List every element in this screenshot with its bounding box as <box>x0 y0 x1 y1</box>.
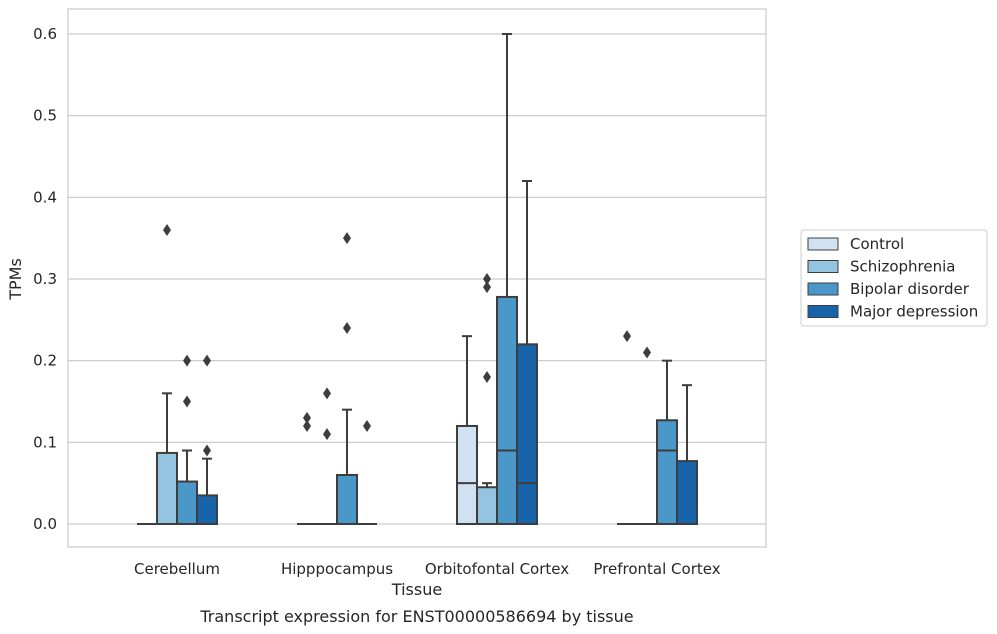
y-axis-title: TPMs <box>6 258 25 301</box>
box-group <box>317 387 337 525</box>
outlier-point <box>183 395 191 408</box>
box-group <box>637 346 657 525</box>
legend-swatch <box>807 305 839 318</box>
outlier-point <box>363 419 371 432</box>
outlier-point <box>623 330 631 343</box>
y-tick-label: 0.2 <box>33 352 57 370</box>
box-group <box>516 179 538 525</box>
box-body <box>176 480 198 525</box>
box-group <box>176 354 198 525</box>
plot-frame <box>67 8 767 548</box>
box-group <box>476 272 498 526</box>
y-tick-label: 0.4 <box>33 188 57 206</box>
box-group <box>196 354 218 525</box>
x-tick-label: Prefrontal Cortex <box>593 560 720 578</box>
outlier-point <box>203 444 211 457</box>
box-body <box>196 494 218 525</box>
box-group <box>617 330 637 525</box>
x-tick-label: Hipppocampus <box>281 560 393 578</box>
outlier-point <box>483 281 491 294</box>
box-group <box>676 384 698 526</box>
outlier-point <box>343 321 351 334</box>
legend-swatch <box>807 260 839 273</box>
legend: Control Schizophrenia Bipolar disorder Majo… <box>800 229 988 327</box>
box-body <box>676 460 698 526</box>
box-body <box>476 486 498 526</box>
y-tick-labels: 0.0 0.1 0.2 0.3 0.4 0.5 0.6 <box>33 25 57 533</box>
box-body <box>336 473 358 525</box>
legend-label: Bipolar disorder <box>850 280 970 298</box>
outlier-point <box>303 411 311 424</box>
box-group <box>496 32 518 525</box>
outlier-point <box>643 346 651 359</box>
box-body <box>156 451 178 526</box>
chart-caption: Transcript expression for ENST0000058669… <box>199 607 633 626</box>
legend-label: Major depression <box>850 303 978 321</box>
legend-frame <box>800 229 988 327</box>
y-tick-label: 0.5 <box>33 107 57 125</box>
box-group <box>336 232 358 525</box>
box-group <box>156 223 178 526</box>
legend-swatch <box>807 237 839 251</box>
box-body <box>656 419 678 526</box>
box-body <box>516 343 538 525</box>
box-group <box>456 335 478 525</box>
x-tick-label: Orbitofontal Cortex <box>425 560 569 578</box>
legend-label: Schizophrenia <box>850 258 955 276</box>
box-group <box>656 359 678 526</box>
x-axis-title: Tissue <box>391 580 442 599</box>
x-tick-labels: Cerebellum Hipppocampus Orbitofontal Corte… <box>134 560 721 578</box>
y-tick-label: 0.1 <box>33 433 57 451</box>
box-body <box>456 424 478 525</box>
outlier-point <box>323 387 331 400</box>
y-tick-label: 0.0 <box>33 515 57 533</box>
outlier-point <box>483 370 491 383</box>
outlier-point <box>303 419 311 432</box>
box-group <box>297 411 317 525</box>
outlier-point <box>203 354 211 367</box>
box-body <box>496 295 518 525</box>
y-tick-label: 0.6 <box>33 25 57 43</box>
outlier-point <box>163 223 171 236</box>
box-plot-area <box>137 32 698 526</box>
legend-swatch <box>807 282 839 296</box>
box-group <box>357 419 377 525</box>
outlier-point <box>323 428 331 441</box>
x-tick-label: Cerebellum <box>134 560 220 578</box>
outlier-point <box>483 272 491 285</box>
outlier-point <box>183 354 191 367</box>
legend-label: Control <box>850 235 904 253</box>
outlier-point <box>343 232 351 245</box>
y-tick-label: 0.3 <box>33 270 57 288</box>
